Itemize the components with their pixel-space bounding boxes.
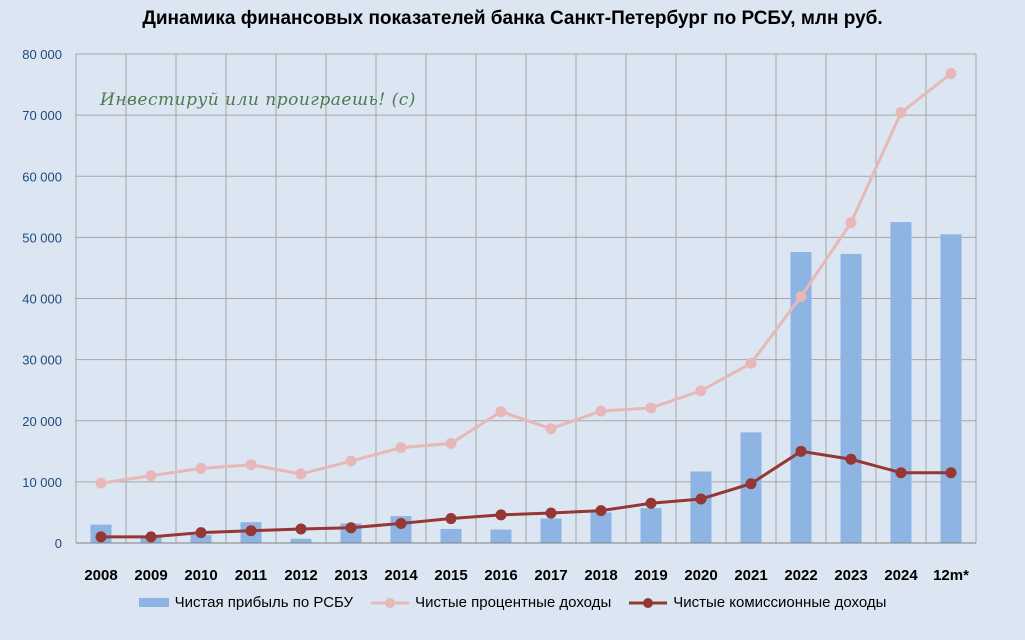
legend-item-commission-income: Чистые комиссионные доходы xyxy=(629,594,886,611)
legend-item-net-profit: Чистая прибыль по РСБУ xyxy=(138,594,354,611)
point-interest-income xyxy=(345,455,357,467)
x-tick-label: 2021 xyxy=(734,567,767,584)
point-commission-income xyxy=(295,523,307,535)
y-tick-label: 10 000 xyxy=(22,475,62,490)
bar-net-profit xyxy=(690,471,712,543)
point-interest-income xyxy=(745,357,757,369)
point-interest-income xyxy=(495,406,507,418)
x-tick-label: 2023 xyxy=(834,567,867,584)
point-commission-income xyxy=(395,517,407,529)
point-commission-income xyxy=(95,531,107,543)
y-tick-label: 0 xyxy=(55,536,62,551)
point-interest-income xyxy=(845,217,857,229)
point-interest-income xyxy=(945,68,957,80)
point-interest-income xyxy=(545,423,557,435)
point-interest-income xyxy=(295,468,307,480)
legend-label-net-profit: Чистая прибыль по РСБУ xyxy=(174,594,354,611)
bar-net-profit xyxy=(940,234,962,543)
point-interest-income xyxy=(695,385,707,397)
y-tick-label: 50 000 xyxy=(22,230,62,245)
bar-net-profit xyxy=(440,528,462,543)
x-tick-label: 2014 xyxy=(384,567,418,584)
y-tick-label: 70 000 xyxy=(22,108,62,123)
x-tick-label: 2013 xyxy=(334,567,367,584)
watermark-text: Инвестируй или проиграешь! (с) xyxy=(100,90,416,110)
bar-net-profit xyxy=(890,222,912,543)
point-interest-income xyxy=(595,405,607,417)
legend-label-commission-income: Чистые комиссионные доходы xyxy=(673,594,887,611)
point-commission-income xyxy=(745,478,757,490)
x-tick-label: 2008 xyxy=(84,567,117,584)
point-commission-income xyxy=(645,497,657,509)
x-tick-label: 2018 xyxy=(584,567,617,584)
point-commission-income xyxy=(345,522,357,534)
point-interest-income xyxy=(95,477,107,489)
point-commission-income xyxy=(545,507,557,519)
point-commission-income xyxy=(895,467,907,479)
point-interest-income xyxy=(795,291,807,303)
point-interest-income xyxy=(445,437,457,449)
x-tick-label: 2020 xyxy=(684,567,717,584)
point-commission-income xyxy=(445,513,457,525)
x-tick-label: 2009 xyxy=(134,567,167,584)
point-interest-income xyxy=(245,459,257,471)
bar-net-profit xyxy=(190,535,212,543)
legend: Чистая прибыль по РСБУ Чистые процентные… xyxy=(0,594,1025,611)
point-interest-income xyxy=(195,462,207,474)
x-tick-label: 2017 xyxy=(534,567,567,584)
x-tick-label: 2015 xyxy=(434,567,467,584)
point-commission-income xyxy=(495,509,507,521)
x-tick-label: 2022 xyxy=(784,567,817,584)
bar-net-profit xyxy=(490,529,512,543)
bar-net-profit xyxy=(790,252,812,544)
y-tick-label: 30 000 xyxy=(22,353,62,368)
point-commission-income xyxy=(945,467,957,479)
legend-label-interest-income: Чистые процентные доходы xyxy=(415,594,612,611)
legend-swatch-net-profit xyxy=(138,598,169,607)
point-interest-income xyxy=(395,442,407,454)
x-tick-label: 2019 xyxy=(634,567,667,584)
legend-swatch-interest-income xyxy=(371,597,410,608)
point-commission-income xyxy=(795,445,807,457)
point-commission-income xyxy=(145,531,157,543)
point-commission-income xyxy=(845,453,857,465)
point-commission-income xyxy=(195,527,207,539)
point-interest-income xyxy=(645,402,657,414)
legend-swatch-commission-income xyxy=(629,597,668,608)
point-interest-income xyxy=(145,470,157,482)
x-tick-label: 2024 xyxy=(884,567,918,584)
y-tick-label: 20 000 xyxy=(22,414,62,429)
x-tick-label: 2010 xyxy=(184,567,217,584)
point-interest-income xyxy=(895,107,907,119)
bar-net-profit xyxy=(540,518,562,543)
point-commission-income xyxy=(595,505,607,517)
bar-net-profit xyxy=(840,253,862,543)
x-tick-label: 2011 xyxy=(235,567,268,584)
x-tick-label: 2016 xyxy=(484,567,517,584)
point-commission-income xyxy=(695,493,707,505)
legend-item-interest-income: Чистые процентные доходы xyxy=(371,594,611,611)
y-tick-label: 60 000 xyxy=(22,169,62,184)
point-commission-income xyxy=(245,525,257,537)
bar-net-profit xyxy=(290,538,312,543)
line-commission-income xyxy=(101,449,951,539)
line-interest-income xyxy=(100,72,952,485)
bar-net-profit xyxy=(640,508,662,543)
x-tick-label: 12m* xyxy=(933,567,969,584)
y-tick-label: 40 000 xyxy=(22,292,62,307)
x-tick-label: 2012 xyxy=(284,567,317,584)
y-tick-label: 80 000 xyxy=(22,47,62,62)
bar-net-profit xyxy=(590,512,612,543)
chart-title: Динамика финансовых показателей банка Са… xyxy=(142,8,883,29)
